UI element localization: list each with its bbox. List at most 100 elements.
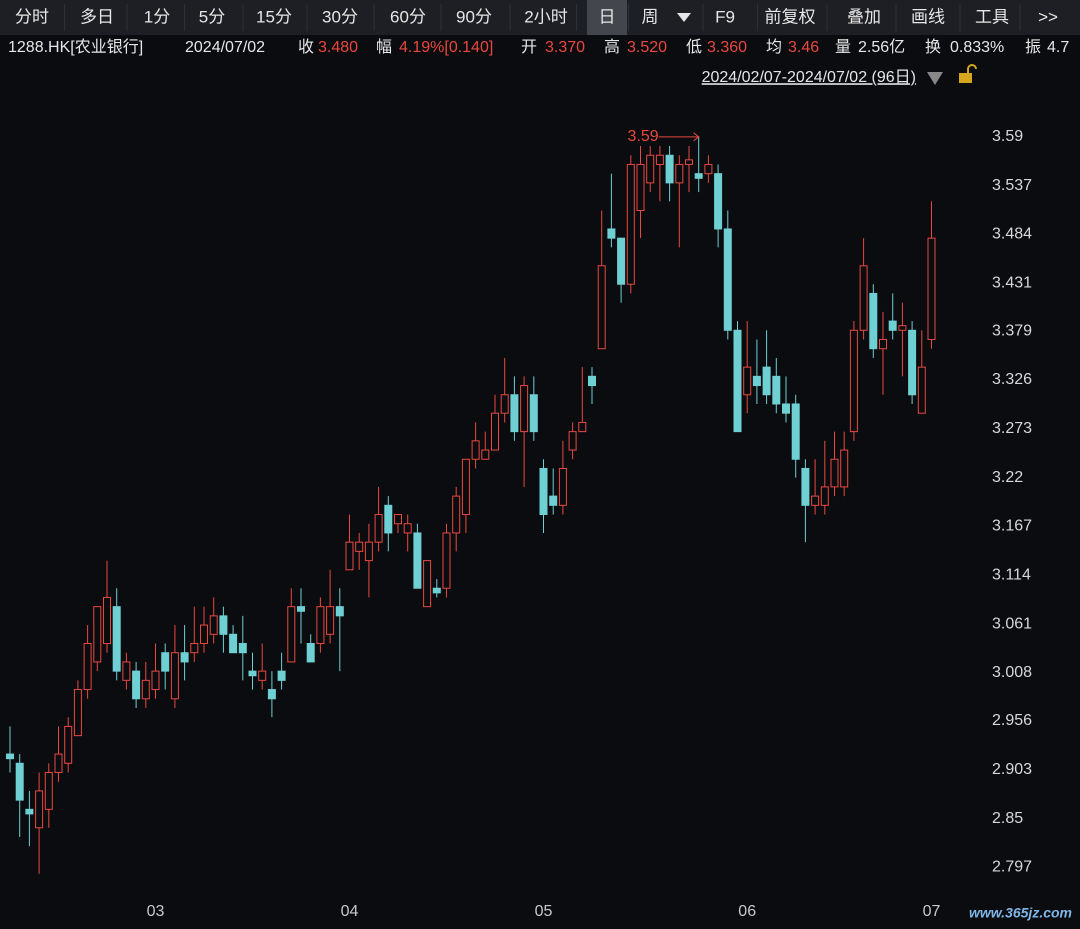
candle-body: [665, 154, 674, 184]
tab[interactable]: 叠加: [847, 7, 881, 26]
candle-body: [432, 587, 441, 594]
y-tick-label: 3.431: [992, 275, 1032, 292]
field-label: 收: [298, 38, 314, 56]
candle-body: [869, 292, 878, 350]
range-dropdown[interactable]: [927, 72, 943, 85]
tab[interactable]: 90分: [456, 7, 492, 26]
field-label: 量: [835, 39, 851, 56]
field-value: 3.360: [707, 39, 747, 56]
candle-body: [219, 615, 228, 635]
field-label: 振: [1025, 38, 1041, 56]
candle-body: [694, 173, 703, 179]
candle-body: [394, 514, 402, 525]
tab[interactable]: 工具: [975, 7, 1009, 26]
candle-body: [471, 440, 480, 460]
date: 2024/07/02: [185, 39, 265, 56]
tab[interactable]: 15分: [256, 7, 292, 26]
field-value: 3.370: [545, 39, 585, 56]
y-tick-label: 2.903: [992, 761, 1032, 778]
candle-body: [209, 615, 218, 635]
tab[interactable]: 周: [642, 7, 659, 26]
x-tick-label: 06: [738, 903, 756, 920]
candle-body: [917, 366, 926, 414]
tab[interactable]: 5分: [199, 7, 225, 26]
candle-body: [762, 366, 771, 396]
tab[interactable]: 分时: [15, 7, 49, 26]
candle-body: [782, 403, 790, 414]
security: 1288.HK[农业银行]: [8, 38, 143, 56]
candle-body: [35, 790, 44, 829]
tab[interactable]: 30分: [322, 7, 358, 26]
candle-body: [413, 532, 422, 589]
candle-body: [151, 670, 160, 691]
max-arrow-head: [693, 132, 700, 142]
candle-body: [568, 431, 577, 451]
toolbar: [0, 0, 1080, 35]
candle-body: [384, 504, 393, 534]
candle-body: [491, 412, 499, 451]
field-value: 3.520: [627, 39, 667, 56]
candle-body: [811, 495, 820, 506]
watermark: www.365jz.com: [969, 905, 1072, 921]
candle-body: [588, 375, 596, 387]
y-tick-label: 2.797: [992, 859, 1032, 876]
candle-body: [132, 670, 141, 700]
candle-body: [15, 762, 24, 801]
dropdown-icon: [677, 13, 691, 22]
y-tick-label: 2.85: [992, 810, 1023, 827]
candle-body: [103, 596, 111, 645]
lock-shackle: [967, 64, 977, 73]
candle-body: [345, 541, 354, 571]
candle-body: [578, 421, 587, 433]
field-label: 幅: [376, 38, 392, 56]
candle-body: [180, 652, 189, 663]
candle-body: [122, 661, 131, 681]
max-label: 3.59: [628, 128, 659, 145]
candle-body: [200, 624, 208, 645]
candle-body: [452, 495, 461, 534]
tab[interactable]: F9: [715, 7, 735, 26]
candle-body: [607, 228, 616, 239]
candle-body: [908, 329, 917, 396]
tab[interactable]: 日: [599, 7, 616, 26]
field-label: 低: [686, 38, 702, 56]
candle-body: [258, 670, 267, 681]
tab[interactable]: 60分: [390, 7, 426, 26]
candle-body: [248, 670, 257, 677]
field-value: 0.833%: [950, 39, 1004, 56]
candle-body: [685, 159, 693, 165]
candle-body: [64, 725, 73, 764]
tab[interactable]: 前复权: [765, 7, 816, 26]
tab[interactable]: 画线: [911, 7, 945, 26]
x-tick-label: 05: [535, 903, 553, 920]
tab[interactable]: 多日: [80, 7, 114, 26]
candle-body: [316, 606, 325, 645]
candle-body: [161, 652, 170, 672]
y-tick-label: 3.326: [992, 371, 1032, 388]
candle-body: [704, 163, 713, 175]
candle-body: [403, 523, 412, 534]
tab[interactable]: >>: [1038, 7, 1058, 26]
candle-body: [73, 689, 82, 737]
candle-body: [849, 329, 858, 433]
field-value: 3.480: [318, 39, 358, 56]
lock-icon[interactable]: [959, 73, 972, 83]
tab-selected: [587, 0, 627, 35]
tab[interactable]: 2小时: [524, 7, 567, 26]
date-range[interactable]: 2024/02/07-2024/07/02 (96日): [702, 69, 916, 86]
candle-body: [743, 366, 752, 396]
candle-body: [752, 375, 761, 387]
candle-body: [374, 514, 383, 543]
candle-body: [54, 753, 63, 773]
candle-body: [238, 643, 247, 654]
field-label: 换: [925, 38, 941, 56]
candle-body: [6, 753, 14, 760]
tab[interactable]: 1分: [144, 7, 170, 26]
candle-body: [927, 237, 936, 340]
candle-body: [355, 541, 364, 552]
candle-body: [44, 771, 53, 810]
y-tick-label: 3.537: [992, 177, 1032, 194]
candle-body: [791, 403, 800, 460]
field-label: 均: [766, 38, 782, 56]
